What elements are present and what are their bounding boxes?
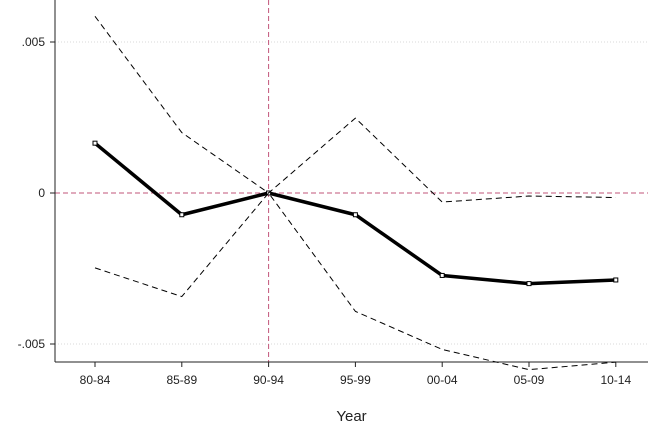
x-tick-label: 90-94 (253, 373, 284, 387)
point-estimate-marker (352, 212, 358, 218)
y-tick-label: .005 (22, 35, 46, 49)
x-tick-label: 85-89 (166, 373, 197, 387)
x-tick-label: 00-04 (427, 373, 458, 387)
reference-lines (55, 0, 648, 362)
lower-bound-line (94, 192, 616, 371)
x-axis-title: Year (336, 408, 366, 425)
x-tick-label: 05-09 (514, 373, 545, 387)
point-estimate-marker (179, 212, 185, 218)
upper-bound-line (94, 16, 616, 203)
x-tick-label: 80-84 (80, 373, 111, 387)
y-tick-label: -.005 (18, 337, 46, 351)
x-tick-label: 10-14 (600, 373, 631, 387)
point-estimate-marker (526, 281, 532, 287)
point-estimate-marker (92, 140, 98, 146)
point-estimate-marker (439, 272, 445, 278)
x-tick-label: 95-99 (340, 373, 371, 387)
series (92, 16, 619, 371)
point-estimate-marker (613, 277, 619, 283)
y-tick-label: 0 (38, 186, 45, 200)
axes: -.005 0 .005 80-84 85-89 90-94 95-99 00-04 05-09… (18, 0, 648, 387)
